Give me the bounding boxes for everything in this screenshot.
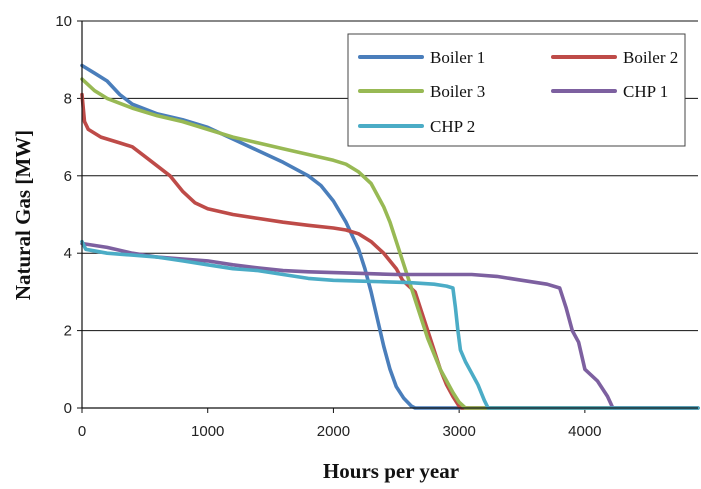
x-tick-label: 2000 [317, 423, 350, 440]
x-tick-label: 0 [78, 423, 86, 440]
series-line-boiler-3 [80, 77, 700, 410]
x-tick-label: 4000 [568, 423, 601, 440]
series-line-boiler-1 [80, 63, 700, 410]
legend-label-boiler-3: Boiler 3 [430, 82, 485, 101]
legend-label-boiler-2: Boiler 2 [623, 48, 678, 67]
series-line-chp-1 [80, 241, 700, 410]
legend: Boiler 1 Boiler 2 Boiler 3 CHP 1 CHP 2 [347, 33, 686, 147]
series-line-chp-2 [80, 239, 700, 410]
series-lines [80, 63, 700, 410]
legend-label-boiler-1: Boiler 1 [430, 48, 485, 67]
x-tick-label: 3000 [442, 423, 475, 440]
y-tick-label: 8 [64, 90, 72, 107]
y-tick-label: 0 [64, 400, 72, 417]
y-tick-label: 6 [64, 168, 72, 185]
y-tick-labels: 0 2 4 6 8 10 [55, 13, 82, 417]
x-axis-title: Hours per year [323, 459, 459, 483]
x-tick-label: 1000 [191, 423, 224, 440]
x-tick-labels: 0 1000 2000 3000 4000 [78, 408, 602, 440]
y-tick-label: 4 [64, 245, 72, 262]
y-axis-title: Natural Gas [MW] [11, 130, 35, 300]
legend-label-chp-1: CHP 1 [623, 82, 668, 101]
y-tick-label: 2 [64, 323, 72, 340]
axes [81, 21, 698, 409]
y-tick-label: 10 [55, 13, 72, 30]
legend-label-chp-2: CHP 2 [430, 117, 475, 136]
